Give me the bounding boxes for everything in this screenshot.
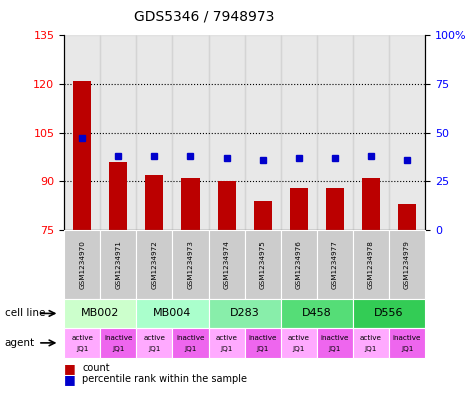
Text: active: active [216, 334, 238, 341]
Text: inactive: inactive [176, 334, 205, 341]
Text: inactive: inactive [393, 334, 421, 341]
Text: GSM1234971: GSM1234971 [115, 240, 121, 289]
Text: GSM1234973: GSM1234973 [188, 240, 193, 289]
Text: D556: D556 [374, 309, 404, 318]
Bar [109, 162, 127, 230]
Text: agent: agent [5, 338, 35, 348]
Text: active: active [288, 334, 310, 341]
Text: inactive: inactive [104, 334, 133, 341]
Bar [209, 35, 245, 230]
Text: JQ1: JQ1 [293, 346, 305, 353]
Text: GSM1234976: GSM1234976 [296, 240, 302, 289]
Text: GSM1234979: GSM1234979 [404, 240, 410, 289]
Bar [290, 188, 308, 230]
Text: active: active [360, 334, 382, 341]
Text: ■: ■ [64, 373, 76, 386]
Bar [73, 81, 91, 230]
Bar [218, 181, 236, 230]
Bar [389, 35, 425, 230]
Text: JQ1: JQ1 [112, 346, 124, 353]
Text: D283: D283 [230, 309, 259, 318]
Text: JQ1: JQ1 [401, 346, 413, 353]
Text: JQ1: JQ1 [76, 346, 88, 353]
Text: GSM1234972: GSM1234972 [152, 240, 157, 289]
Text: GSM1234978: GSM1234978 [368, 240, 374, 289]
Text: MB002: MB002 [81, 309, 119, 318]
Bar [317, 35, 353, 230]
Text: active: active [143, 334, 165, 341]
Text: JQ1: JQ1 [148, 346, 161, 353]
Text: inactive: inactive [248, 334, 277, 341]
Bar [181, 178, 200, 230]
Bar [362, 178, 380, 230]
Bar [172, 35, 209, 230]
Bar [326, 188, 344, 230]
Text: GSM1234975: GSM1234975 [260, 240, 266, 289]
Text: cell line: cell line [5, 309, 45, 318]
Text: inactive: inactive [321, 334, 349, 341]
Text: D458: D458 [302, 309, 332, 318]
Text: JQ1: JQ1 [184, 346, 197, 353]
Text: GSM1234974: GSM1234974 [224, 240, 229, 289]
Bar [64, 35, 100, 230]
Bar [245, 35, 281, 230]
Bar [281, 35, 317, 230]
Text: ■: ■ [64, 362, 76, 375]
Text: MB004: MB004 [153, 309, 191, 318]
Text: percentile rank within the sample: percentile rank within the sample [82, 374, 247, 384]
Text: JQ1: JQ1 [365, 346, 377, 353]
Text: active: active [71, 334, 93, 341]
Text: JQ1: JQ1 [220, 346, 233, 353]
Text: GSM1234977: GSM1234977 [332, 240, 338, 289]
Text: JQ1: JQ1 [329, 346, 341, 353]
Bar [100, 35, 136, 230]
Bar [398, 204, 416, 230]
Bar [145, 175, 163, 230]
Text: JQ1: JQ1 [256, 346, 269, 353]
Text: GDS5346 / 7948973: GDS5346 / 7948973 [134, 10, 275, 24]
Bar [136, 35, 172, 230]
Bar [353, 35, 389, 230]
Text: count: count [82, 363, 110, 373]
Bar [254, 201, 272, 230]
Text: GSM1234970: GSM1234970 [79, 240, 85, 289]
